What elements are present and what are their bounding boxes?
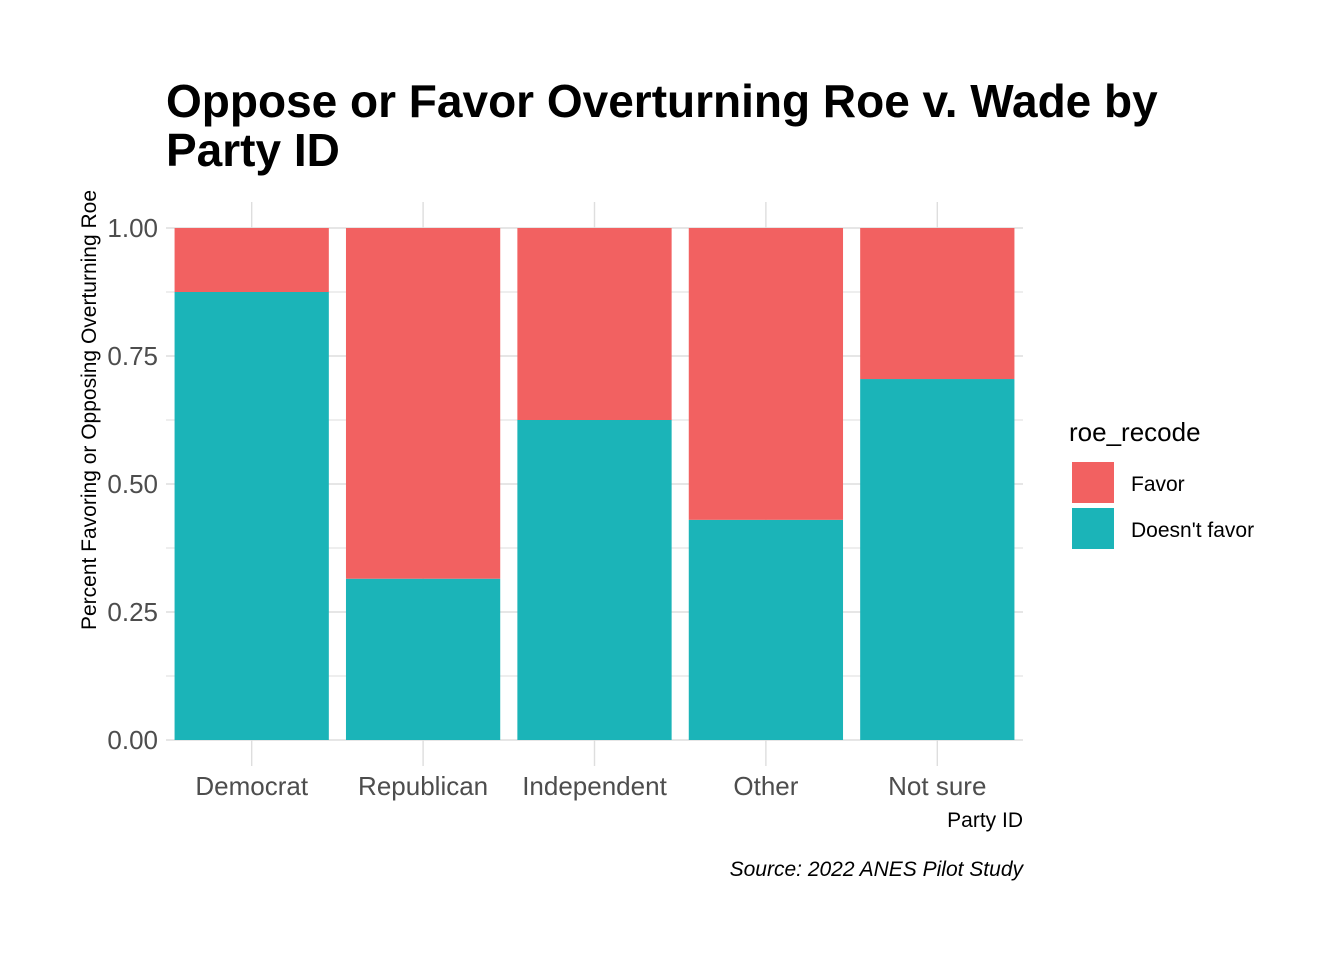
x-tick-label: Republican xyxy=(358,771,488,801)
y-tick-label: 1.00 xyxy=(107,213,158,243)
bar-doesn-t-favor-other xyxy=(688,519,844,740)
x-axis-ticks: Democrat Republican Independent Other Not su… xyxy=(195,771,986,801)
x-tick-label: Independent xyxy=(522,771,667,801)
y-tick-label: 0.50 xyxy=(107,469,158,499)
bar-favor-not-sure xyxy=(860,228,1015,380)
bar-doesn-t-favor-independent xyxy=(517,420,672,740)
bars xyxy=(174,228,1015,740)
legend-label-favor: Favor xyxy=(1131,473,1185,496)
y-axis-ticks: 0.00 0.25 0.50 0.75 1.00 xyxy=(107,213,158,755)
x-tick-label: Other xyxy=(733,771,798,801)
legend-swatch-favor xyxy=(1072,462,1114,503)
legend-title: roe_recode xyxy=(1069,417,1201,447)
x-tick-label: Democrat xyxy=(195,771,308,801)
x-tick-label: Not sure xyxy=(888,771,986,801)
legend-swatch-doesnt-favor xyxy=(1072,508,1114,549)
legend-label-doesnt-favor: Doesn't favor xyxy=(1131,519,1254,542)
chart-caption: Source: 2022 ANES Pilot Study xyxy=(730,858,1025,881)
y-axis-title: Percent Favoring or Opposing Overturning… xyxy=(78,190,101,630)
bar-favor-other xyxy=(688,228,844,520)
bar-favor-republican xyxy=(345,228,501,579)
y-tick-label: 0.75 xyxy=(107,341,158,371)
chart-title-line-1: Oppose or Favor Overturning Roe v. Wade … xyxy=(166,75,1158,127)
chart-title-line-2: Party ID xyxy=(166,124,340,176)
y-tick-label: 0.25 xyxy=(107,597,158,627)
legend: roe_recode Favor Doesn't favor xyxy=(1069,417,1254,549)
bar-doesn-t-favor-democrat xyxy=(174,292,329,740)
x-axis-title: Party ID xyxy=(947,809,1023,832)
bar-doesn-t-favor-republican xyxy=(345,578,501,740)
y-tick-label: 0.00 xyxy=(107,725,158,755)
bar-favor-independent xyxy=(517,228,672,420)
bar-doesn-t-favor-not-sure xyxy=(860,379,1015,740)
bar-favor-democrat xyxy=(174,228,329,292)
